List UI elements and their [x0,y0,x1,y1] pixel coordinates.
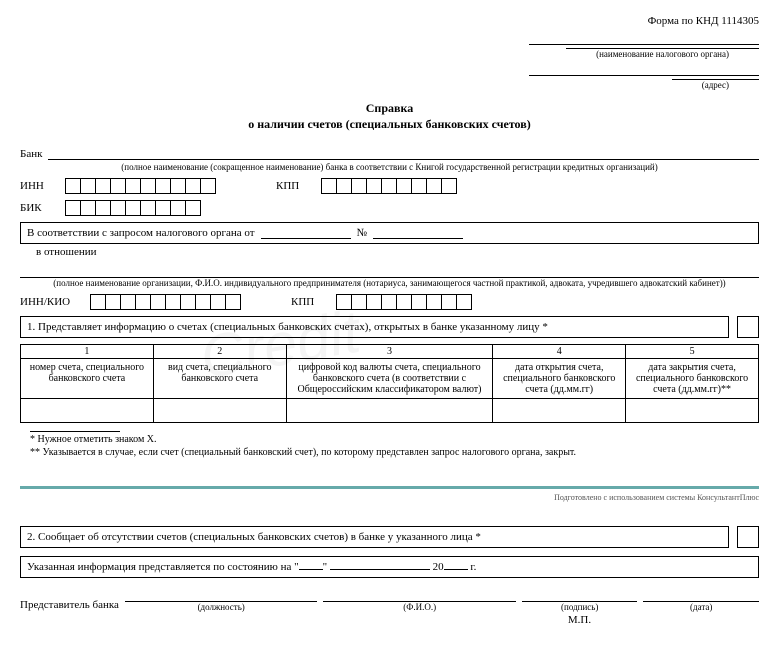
accounts-table: 12345 номер счета, специального банковск… [20,344,759,423]
consultant-note: Подготовлено с использованием системы Ко… [20,493,759,502]
form-code: Форма по КНД 1114305 [20,15,759,27]
section-1-checkbox[interactable] [737,316,759,338]
mp-stamp: М.П. [400,614,759,626]
kpp-boxes [321,178,457,194]
signature-row: Представитель банка (должность) (Ф.И.О.)… [20,588,759,612]
bank-caption: (полное наименование (сокращенное наимен… [20,162,759,172]
date-sentence: Указанная информация представляется по с… [20,556,759,578]
bik-boxes [65,200,201,216]
section-2: 2. Сообщает об отсутствии счетов (специа… [20,526,759,548]
inn-boxes [65,178,216,194]
section-1: 1. Представляет информацию о счетах (спе… [20,316,759,338]
org-name-line [20,264,759,278]
bik-row: БИК [20,200,759,216]
tax-authority-block: (наименование налогового органа) [20,31,759,60]
regarding-label: в отношении [20,244,759,258]
footnote-1: * Нужное отметить знаком X. [30,434,759,445]
bank-row: Банк [20,146,759,160]
org-caption: (полное наименование организации, Ф.И.О.… [20,278,759,288]
innkio-row: ИНН/КИО КПП [20,294,759,310]
section-2-checkbox[interactable] [737,526,759,548]
document-title: Справка о наличии счетов (специальных ба… [20,101,759,132]
inn-kpp-row: ИНН КПП [20,178,759,194]
request-row: В соответствии с запросом налогового орг… [20,222,759,244]
footnote-divider [30,431,120,432]
address-block: (адрес) [20,62,759,91]
footnote-2: ** Указывается в случае, если счет (спец… [30,447,759,458]
page-divider [20,486,759,489]
